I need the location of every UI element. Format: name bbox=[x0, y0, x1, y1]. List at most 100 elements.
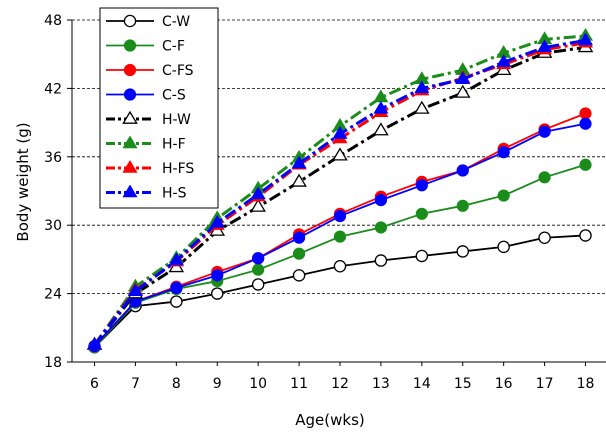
legend-item-H-W: H-W bbox=[106, 110, 191, 128]
legend-label-H-S: H-S bbox=[162, 186, 187, 202]
point-C-W-12 bbox=[333, 259, 347, 273]
legend-label-H-W: H-W bbox=[162, 112, 191, 128]
point-C-S-11 bbox=[292, 231, 306, 244]
point-C-F-12 bbox=[333, 230, 347, 243]
point-H-S-7 bbox=[127, 283, 143, 297]
series-C-S bbox=[88, 117, 592, 353]
y-tick-label-36: 36 bbox=[44, 150, 62, 166]
x-tick-label-17: 17 bbox=[536, 376, 554, 392]
point-H-W-10 bbox=[250, 198, 266, 212]
y-tick-label-18: 18 bbox=[44, 355, 62, 371]
point-H-S-18 bbox=[577, 32, 594, 46]
point-C-S-17 bbox=[538, 125, 551, 138]
legend-marker-C-W bbox=[123, 14, 137, 28]
point-C-W-13 bbox=[374, 254, 388, 267]
legend-item-H-F: H-F bbox=[106, 135, 186, 153]
legend-marker-H-S bbox=[122, 184, 138, 198]
legend-label-H-FS: H-FS bbox=[162, 161, 194, 177]
y-tick-label-42: 42 bbox=[44, 81, 62, 97]
legend-label-H-F: H-F bbox=[162, 137, 186, 153]
point-H-W-13 bbox=[373, 122, 389, 136]
point-C-S-15 bbox=[456, 164, 469, 177]
x-tick-label-13: 13 bbox=[372, 376, 390, 392]
x-tick-label-8: 8 bbox=[172, 376, 181, 392]
point-C-W-17 bbox=[538, 231, 551, 244]
x-tick-label-16: 16 bbox=[495, 376, 513, 392]
y-tick-label-24: 24 bbox=[44, 287, 62, 303]
point-C-W-10 bbox=[251, 278, 265, 291]
point-C-F-16 bbox=[497, 189, 510, 202]
point-H-S-13 bbox=[373, 100, 389, 114]
legend-item-C-F: C-F bbox=[106, 39, 185, 55]
x-tick-label-7: 7 bbox=[131, 376, 140, 392]
point-C-F-10 bbox=[252, 263, 265, 276]
point-C-F-15 bbox=[456, 199, 469, 212]
legend-item-H-FS: H-FS bbox=[106, 160, 194, 177]
x-tick-label-6: 6 bbox=[90, 376, 99, 392]
point-C-S-14 bbox=[415, 179, 428, 192]
point-C-FS-18 bbox=[579, 107, 592, 120]
point-H-S-16 bbox=[496, 54, 512, 67]
point-H-S-12 bbox=[332, 126, 348, 139]
x-tick-label-9: 9 bbox=[213, 376, 222, 392]
axes bbox=[67, 19, 606, 366]
legend-box bbox=[99, 7, 219, 209]
legend-marker-H-F bbox=[122, 135, 138, 149]
point-H-S-6 bbox=[86, 336, 103, 350]
point-H-W-12 bbox=[332, 147, 348, 161]
point-H-W-14 bbox=[414, 100, 430, 114]
y-axis-label: Body weight (g) bbox=[14, 122, 32, 241]
legend-item-H-S: H-S bbox=[106, 184, 187, 202]
x-tick-label-12: 12 bbox=[331, 376, 349, 392]
point-C-W-8 bbox=[170, 295, 183, 308]
point-H-S-14 bbox=[414, 80, 430, 94]
point-H-S-15 bbox=[455, 71, 471, 84]
x-tick-label-11: 11 bbox=[290, 376, 308, 392]
point-C-F-14 bbox=[415, 207, 428, 220]
x-tick-label-14: 14 bbox=[413, 376, 431, 392]
series-H-S bbox=[86, 32, 594, 350]
point-C-F-11 bbox=[292, 247, 306, 260]
point-C-F-13 bbox=[374, 221, 388, 234]
point-C-F-18 bbox=[579, 158, 592, 171]
legend-marker-C-S bbox=[123, 88, 137, 101]
x-tick-label-15: 15 bbox=[454, 376, 472, 392]
point-C-W-9 bbox=[211, 287, 224, 300]
point-C-S-9 bbox=[211, 269, 224, 282]
legend: C-W C-F C-FS C-S H-W H-F H-FS H-S bbox=[99, 7, 219, 209]
legend-marker-C-F bbox=[123, 39, 137, 52]
point-H-S-8 bbox=[168, 252, 184, 266]
x-tick-label-10: 10 bbox=[249, 376, 267, 392]
legend-label-C-W: C-W bbox=[162, 14, 190, 30]
tick-labels: 18 24 30 36 42 48 6 7 8 9 10 11 12 13 14 15 16 17 18 bbox=[44, 13, 594, 392]
point-C-S-8 bbox=[170, 281, 183, 294]
point-C-W-11 bbox=[292, 269, 306, 282]
point-C-S-16 bbox=[497, 146, 510, 159]
point-H-S-17 bbox=[537, 39, 553, 53]
point-C-W-15 bbox=[456, 245, 469, 258]
legend-label-C-FS: C-FS bbox=[162, 63, 194, 79]
legend-marker-C-FS bbox=[123, 63, 137, 77]
point-C-S-13 bbox=[374, 194, 388, 207]
point-H-S-9 bbox=[209, 214, 225, 228]
point-H-S-10 bbox=[250, 186, 266, 200]
point-C-W-14 bbox=[415, 249, 429, 263]
legend-marker-H-W bbox=[122, 110, 138, 124]
y-tick-label-48: 48 bbox=[44, 13, 62, 29]
point-H-S-11 bbox=[291, 155, 307, 169]
series-layer bbox=[86, 27, 594, 354]
x-tick-label-18: 18 bbox=[577, 376, 595, 392]
point-C-W-18 bbox=[579, 229, 592, 242]
point-C-S-12 bbox=[333, 209, 347, 223]
y-tick-label-30: 30 bbox=[44, 218, 62, 234]
legend-label-C-S: C-S bbox=[162, 88, 186, 104]
legend-marker-H-FS bbox=[122, 160, 138, 173]
point-C-W-16 bbox=[497, 240, 510, 254]
legend-item-C-W: C-W bbox=[106, 14, 190, 30]
x-axis-label: Age(wks) bbox=[295, 411, 365, 429]
legend-item-C-FS: C-FS bbox=[106, 63, 194, 79]
legend-item-C-S: C-S bbox=[106, 88, 186, 104]
point-H-W-11 bbox=[291, 173, 307, 187]
point-C-F-17 bbox=[538, 171, 551, 184]
